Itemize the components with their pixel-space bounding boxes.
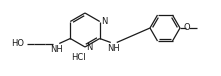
Text: NH: NH xyxy=(107,44,120,53)
Text: NH: NH xyxy=(50,45,63,54)
Text: O: O xyxy=(184,23,190,33)
Text: N: N xyxy=(86,42,92,52)
Text: HCl: HCl xyxy=(71,53,85,61)
Text: N: N xyxy=(101,17,107,26)
Text: HO: HO xyxy=(11,39,24,48)
